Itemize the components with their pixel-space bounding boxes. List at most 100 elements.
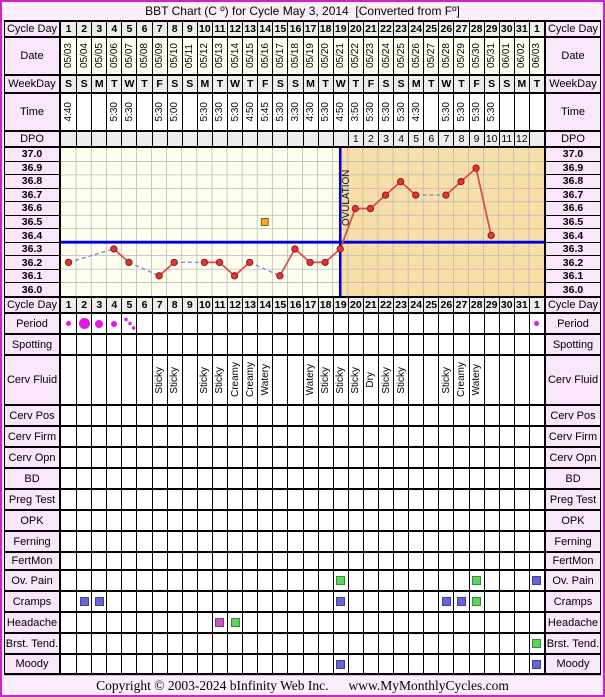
time-cell-30 [498, 94, 514, 130]
temp-point-day-8 [170, 258, 178, 267]
cerv-firm-cell-20 [347, 427, 363, 446]
cycle-day-value: 14 [259, 299, 272, 311]
time-cell-22: 5:30 [377, 94, 394, 130]
row-label-dpo-right: DPO [544, 132, 600, 146]
period-cell-6 [136, 314, 152, 333]
date-cell-4: 05/06 [106, 38, 122, 74]
cycle-day-cell-21: 21 [362, 298, 378, 312]
row-ov-pain: Ov. Pain Ov. Pain [5, 571, 600, 592]
cerv-firm-cell-21 [362, 427, 378, 446]
date-cell-29: 05/31 [483, 38, 499, 74]
dpo-cell-16 [287, 132, 303, 146]
moody-cell-19 [332, 655, 348, 673]
chart-grid: Cycle Day 1 2 3 4 5 6 7 8 9 10 11 12 13 14 15 16 17 18 19 20… [4, 20, 601, 675]
cerv-fluid-cell-1 [61, 356, 77, 404]
bd-cell-18 [317, 469, 333, 488]
weekday-value: W [335, 78, 346, 90]
bd-cell-19 [332, 469, 348, 488]
cerv-fluid-cell-10: Sticky [196, 356, 212, 404]
weekday-cell-8: S [166, 76, 182, 92]
date-value: 05/06 [108, 43, 120, 69]
cycle_day-value: 6 [141, 23, 148, 35]
bd-cell-12 [227, 469, 243, 488]
row-ferning: Ferning Ferning [5, 532, 600, 553]
preg-test-cell-4 [106, 490, 122, 509]
cerv-pos-cell-30 [498, 406, 514, 425]
brst-tend-cell-1 [61, 634, 77, 653]
cerv-opn-cell-12 [227, 448, 243, 467]
moody-cell-22 [377, 655, 394, 673]
moody-cell-16 [287, 655, 303, 673]
time-cell-23: 5:30 [393, 94, 409, 130]
cerv-opn-cell-17 [302, 448, 318, 467]
bd-cell-31 [513, 469, 529, 488]
opk-cell-16 [287, 511, 303, 530]
ferning-cell-26 [438, 532, 454, 551]
preg-test-cell-24 [408, 490, 424, 509]
brst-tend-cell-25 [423, 634, 439, 653]
preg-test-cell-23 [393, 490, 409, 509]
row-label-dpo: DPO [5, 132, 61, 146]
dpo-cell-31: 12 [513, 132, 529, 146]
cycle_day-value: 1 [534, 23, 540, 35]
row-headache: Headache Headache [5, 613, 600, 634]
preg-test-cells [61, 490, 544, 509]
time-value: 5:30 [154, 102, 166, 122]
weekday-cell-14: F [257, 76, 273, 92]
dpo-cell-28: 9 [468, 132, 484, 146]
temp-label-36.2-right: 36.2 [546, 256, 600, 270]
weekday-cell-13: T [242, 76, 258, 92]
cycle-day-value: 29 [485, 299, 498, 311]
moody-cell-17 [302, 655, 318, 673]
headache-cell-25 [423, 613, 439, 632]
cerv-opn-cell-5 [121, 448, 137, 467]
cerv-fluid-cell-5 [121, 356, 137, 404]
cerv-firm-cell-30 [498, 427, 514, 446]
period-cell-15 [272, 314, 288, 333]
spotting-cell-28 [468, 335, 484, 354]
row-label-opk-right: OPK [544, 511, 600, 530]
date-cell-8: 05/10 [166, 38, 182, 74]
spotting-cell-15 [272, 335, 288, 354]
weekday-cell-15: S [272, 76, 288, 92]
date-cell-16: 05/18 [287, 38, 303, 74]
weekday-value: F [156, 78, 163, 90]
weekday-value: T [322, 78, 329, 90]
preg-test-cell-5 [121, 490, 137, 509]
cramps-cell-19 [332, 592, 348, 611]
opk-cell-18 [317, 511, 333, 530]
time-value: 4:30 [305, 102, 317, 122]
cramps-cell-7 [151, 592, 167, 611]
fertmon-cell-9 [181, 553, 197, 569]
ov-pain-cell-19 [332, 571, 348, 590]
cycle-day-value: 21 [365, 299, 377, 311]
weekday-value: S [488, 78, 496, 90]
weekday-cell-1: S [61, 76, 77, 92]
period-cell-30 [498, 314, 514, 333]
dpo-cell-8 [166, 132, 182, 146]
date-cell-28: 05/30 [468, 38, 484, 74]
cramps-cell-18 [317, 592, 333, 611]
fertmon-cell-24 [408, 553, 424, 569]
cerv-fluid-cell-15 [272, 356, 288, 404]
temp-label-36.9: 36.9 [5, 162, 59, 176]
weekday-cell-2: S [76, 76, 92, 92]
cerv-pos-cell-28 [468, 406, 484, 425]
weekday-value: M [94, 78, 104, 90]
preg-test-cell-16 [287, 490, 303, 509]
cycle_day-value: 31 [516, 23, 528, 35]
cerv-fluid-cell-17: Watery [302, 356, 318, 404]
brst-tend-cell-27 [453, 634, 469, 653]
site-link[interactable]: www.MyMonthlyCycles.com [348, 678, 509, 693]
ov-pain-cell-7 [151, 571, 167, 590]
fertmon-cell-30 [498, 553, 514, 569]
bd-cell-28 [468, 469, 484, 488]
row-temperature-chart: 37.0 36.9 36.8 36.7 36.6 36.5 36.4 36.3 36.2 36.1… [5, 148, 600, 298]
cerv-opn-cell-19 [332, 448, 348, 467]
ov-pain-marker [472, 576, 482, 585]
cerv-opn-cell-2 [76, 448, 92, 467]
row-label-cramps-right: Cramps [544, 592, 600, 611]
moody-cell-23 [393, 655, 409, 673]
time-value: 4:50 [335, 102, 347, 122]
date-cells: 05/03 05/04 05/05 05/06 05/07 05/08 05/09 05/10… [61, 38, 544, 74]
